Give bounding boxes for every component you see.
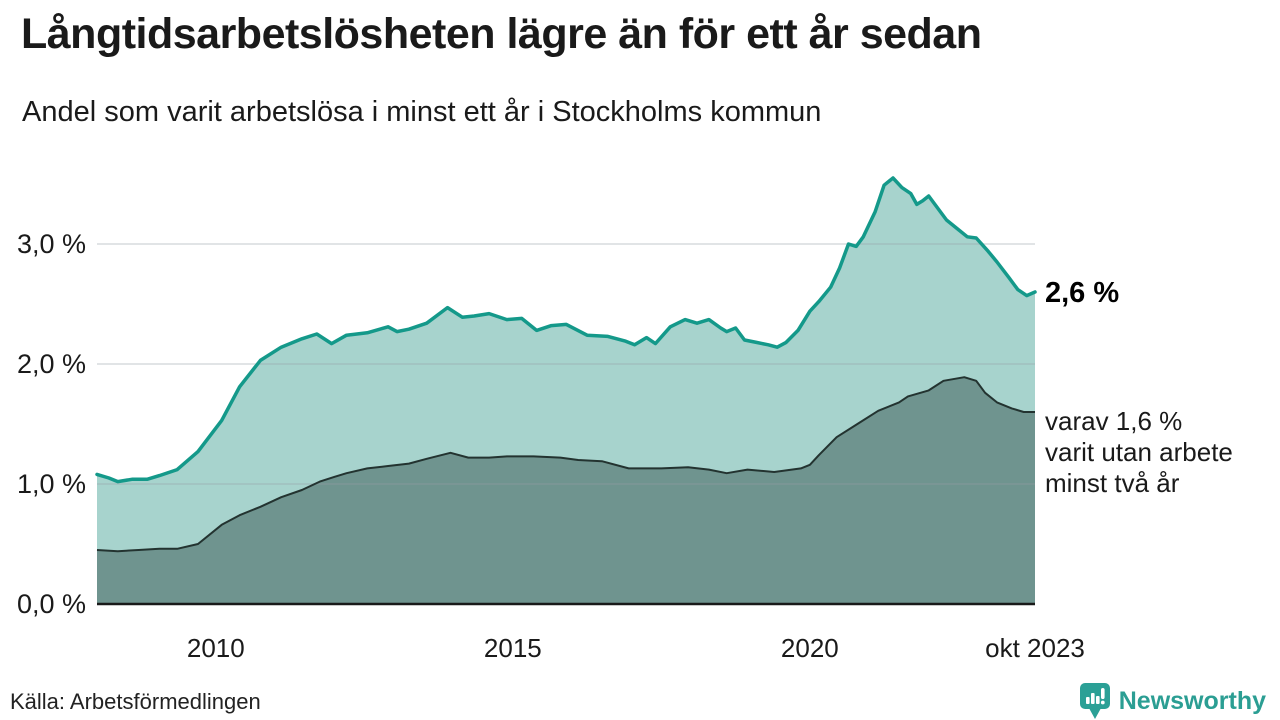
source-attribution: Källa: Arbetsförmedlingen xyxy=(10,689,261,714)
y-axis-tick-labels: 0,0 % 1,0 % 2,0 % 3,0 % xyxy=(17,229,86,619)
newsworthy-logo: Newsworthy xyxy=(1079,682,1266,720)
svg-text:okt 2023: okt 2023 xyxy=(985,633,1085,663)
total-series-end-value: 2,6 % xyxy=(1045,277,1120,309)
svg-text:2020: 2020 xyxy=(781,633,839,663)
svg-text:2010: 2010 xyxy=(187,633,245,663)
page-subtitle: Andel som varit arbetslösa i minst ett å… xyxy=(22,96,822,128)
subset-annotation-line1: varav 1,6 % xyxy=(1045,406,1183,436)
x-axis-tick-labels: 2010 2015 2020 okt 2023 xyxy=(187,633,1085,663)
subset-annotation-line2: varit utan arbete xyxy=(1045,437,1233,467)
subset-annotation-line3: minst två år xyxy=(1045,468,1180,498)
bar-chart-speech-bubble-icon xyxy=(1079,683,1110,719)
gridlines xyxy=(97,243,1035,485)
subset-area-fill xyxy=(97,377,1035,604)
page-title: Långtidsarbetslösheten lägre än för ett … xyxy=(21,10,982,58)
svg-text:2015: 2015 xyxy=(484,633,542,663)
svg-text:2,0 %: 2,0 % xyxy=(17,349,86,379)
brand-name: Newsworthy xyxy=(1118,686,1266,715)
total-line xyxy=(95,176,1037,484)
subset-line xyxy=(96,376,1035,553)
subset-series-annotation: varav 1,6 % varit utan arbete minst två … xyxy=(1045,406,1233,499)
svg-text:1,0 %: 1,0 % xyxy=(17,469,86,499)
svg-text:0,0 %: 0,0 % xyxy=(17,589,86,619)
svg-text:3,0 %: 3,0 % xyxy=(17,229,86,259)
